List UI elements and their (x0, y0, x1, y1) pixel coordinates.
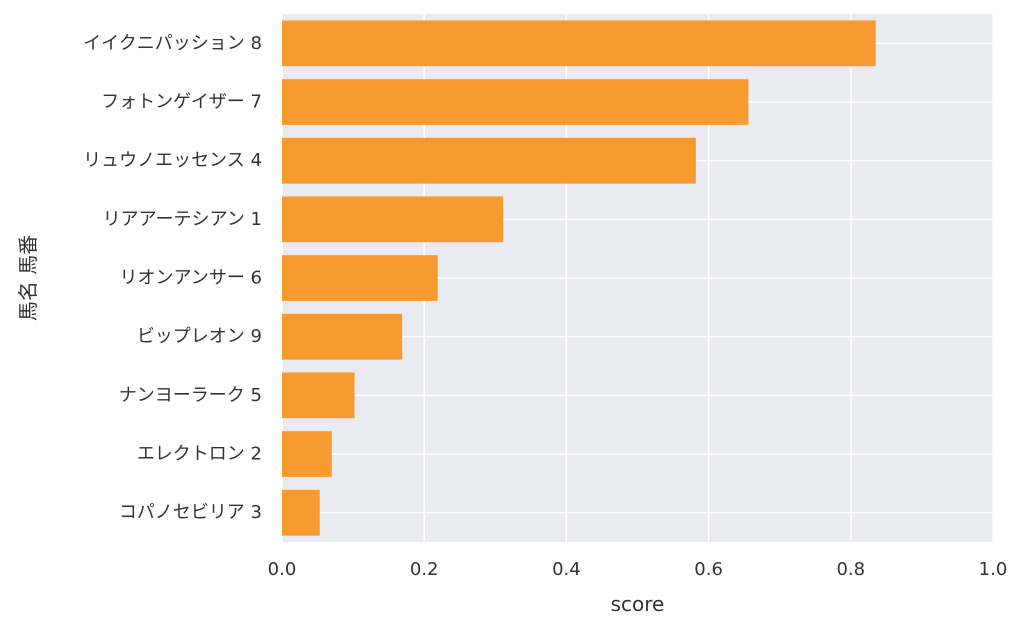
y-tick-label: ナンヨーラーク 5 (119, 385, 262, 406)
y-tick-labels: イイクニパッション 8 フォトンゲイザー 7 リュウノエッセンス 4 リアアーテシアン… (83, 33, 262, 523)
x-axis-label: score (611, 592, 665, 616)
bar (282, 313, 403, 360)
bar (282, 255, 438, 301)
x-tick-label: 0.4 (552, 559, 581, 580)
bar (282, 431, 332, 477)
y-tick-label: エレクトロン 2 (137, 444, 262, 465)
x-tick-label: 0.2 (410, 559, 439, 580)
y-tick-label: コパノセビリア 3 (119, 502, 262, 523)
x-tick-label: 0.0 (268, 559, 297, 580)
bar-series (282, 20, 876, 536)
y-axis-label: 馬名 馬番 (16, 235, 40, 321)
y-tick-label: イイクニパッション 8 (83, 33, 262, 54)
bar (282, 372, 355, 419)
bar (282, 79, 749, 125)
bar (282, 20, 876, 67)
bar (282, 137, 696, 184)
y-tick-label: リアアーテシアン 1 (103, 209, 262, 230)
y-tick-label: ビップレオン 9 (137, 326, 262, 347)
y-tick-label: フォトンゲイザー 7 (101, 92, 262, 113)
y-tick-label: リュウノエッセンス 4 (83, 150, 262, 171)
y-tick-label: リオンアンサー 6 (120, 268, 262, 289)
bar (282, 489, 320, 536)
x-tick-label: 1.0 (979, 559, 1008, 580)
x-tick-label: 0.6 (694, 559, 723, 580)
x-tick-labels: 0.0 0.2 0.4 0.6 0.8 1.0 (268, 559, 1008, 580)
bar (282, 196, 504, 243)
x-tick-label: 0.8 (836, 559, 865, 580)
